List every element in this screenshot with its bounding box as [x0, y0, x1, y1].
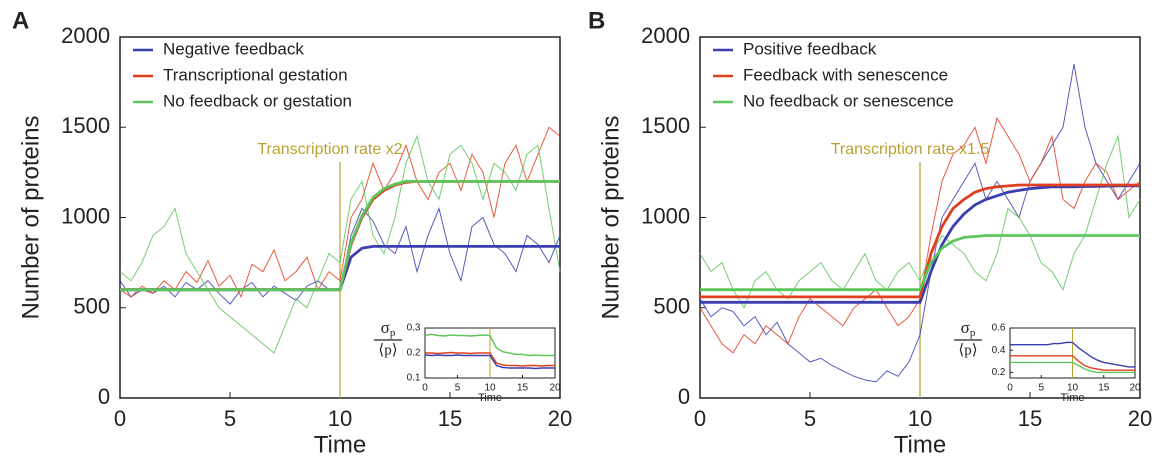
x-tick-label: 0 [422, 383, 428, 394]
y-axis-label: Number of proteins [597, 115, 624, 319]
y-tick-label: 1500 [641, 113, 690, 138]
y-axis-label: Number of proteins [17, 115, 44, 319]
inset-y-label-numerator: σp [961, 318, 976, 339]
subscript: p [390, 327, 396, 339]
x-tick-label: 5 [455, 383, 461, 394]
y-tick-label: 1000 [641, 203, 690, 228]
sigma: σ [381, 318, 390, 337]
x-tick-label: 0 [1007, 383, 1013, 394]
panel-label: A [12, 7, 29, 34]
x-tick-label: 15 [1098, 383, 1110, 394]
x-tick-label: 20 [1129, 383, 1141, 394]
x-tick-label: 5 [804, 406, 816, 431]
y-tick-label: 0 [98, 384, 110, 409]
panel-label: B [588, 7, 605, 34]
inset-line [1010, 355, 1135, 371]
x-tick-label: 10 [908, 406, 932, 431]
x-tick-label: 10 [1067, 383, 1079, 394]
series-line [699, 134, 1141, 309]
y-tick-label: 0.6 [992, 323, 1006, 334]
annotation: Transcription rate x2 [257, 141, 402, 158]
x-tick-label: 5 [224, 406, 236, 431]
inset-y-label-denominator: ⟨p⟩ [958, 342, 977, 358]
y-tick-label: 0.4 [992, 345, 1006, 356]
inset-line [424, 333, 555, 357]
x-tick-label: 5 [1038, 383, 1044, 394]
legend-label: Feedback with senescence [743, 65, 948, 84]
y-tick-label: 2000 [641, 23, 690, 48]
x-tick-label: 0 [114, 406, 126, 431]
y-tick-label: 0.2 [407, 348, 421, 359]
mean-line [700, 184, 1140, 304]
y-tick-label: 1000 [61, 203, 110, 228]
x-tick-label: 15 [517, 383, 529, 394]
x-tick-label: 10 [328, 406, 352, 431]
inset-line [425, 351, 555, 367]
inset-x-label: Time [1060, 392, 1084, 404]
mean-line [120, 180, 560, 292]
inset-line [1010, 361, 1135, 374]
inset-line [1010, 341, 1135, 368]
legend-label: No feedback or senescence [743, 91, 954, 110]
annotation: Transcription rate x1.5 [831, 141, 990, 158]
y-tick-label: 0.3 [407, 323, 421, 334]
inset-line [424, 354, 555, 370]
legend-label: Transcriptional gestation [163, 65, 348, 84]
y-tick-label: 0.2 [992, 367, 1006, 378]
series-line [699, 64, 1141, 383]
y-tick-label: 0.1 [407, 373, 421, 384]
series-line [119, 134, 561, 354]
y-tick-label: 500 [73, 294, 110, 319]
y-tick-label: 500 [653, 294, 690, 319]
y-tick-label: 2000 [61, 23, 110, 48]
legend-label: Negative feedback [163, 39, 304, 58]
inset-y-label-denominator: ⟨p⟩ [378, 342, 397, 358]
x-tick-label: 0 [694, 406, 706, 431]
x-axis-label: Time [894, 431, 946, 458]
x-tick-label: 15 [438, 406, 462, 431]
mean-line [700, 183, 1140, 299]
sigma: σ [961, 318, 970, 337]
subscript: p [970, 327, 976, 339]
x-axis-label: Time [314, 431, 366, 458]
x-tick-label: 20 [1128, 406, 1152, 431]
legend-label: No feedback or gestation [163, 91, 352, 110]
x-tick-label: 20 [548, 406, 572, 431]
x-tick-label: 20 [549, 383, 561, 394]
inset-x-label: Time [478, 392, 502, 404]
x-tick-label: 15 [1018, 406, 1042, 431]
legend-label: Positive feedback [743, 39, 877, 58]
mean-line [700, 234, 1140, 292]
inset-y-label-numerator: σp [381, 318, 396, 339]
x-tick-label: 10 [484, 383, 496, 394]
y-tick-label: 1500 [61, 113, 110, 138]
y-tick-label: 0 [678, 384, 690, 409]
